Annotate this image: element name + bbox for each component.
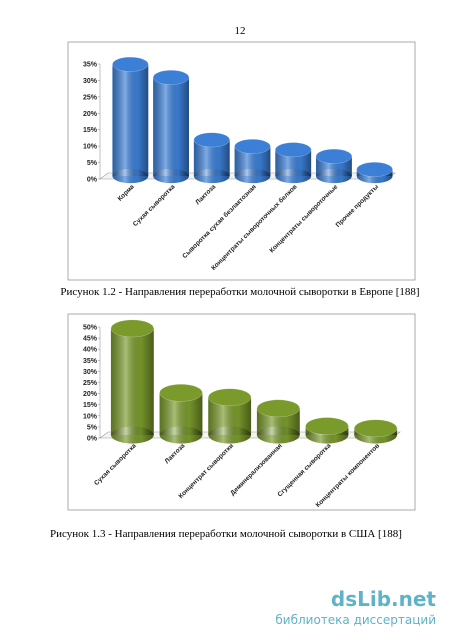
x-tick-label: Деминерализованная [229,442,284,497]
bar [356,162,393,184]
bar-top [208,388,252,407]
x-tick-label: Концентраты сывороточных белков [210,183,299,272]
bar [110,319,154,444]
x-tick-label: Сухая сыворотка [93,442,138,487]
x-tick-label: Прочие продукты [335,183,381,229]
bar-base-shade [275,168,312,184]
y-tick-label: 5% [87,424,98,431]
figure-caption: Рисунок 1.2 - Направления переработки мо… [60,286,419,298]
bar-base-shade [234,168,271,184]
bar-base-shade [316,168,352,184]
x-tick-label: Лактоза [164,442,187,465]
bar [275,142,312,184]
x-tick-label: Концентраты сывороточные [268,183,339,254]
bar-top [354,419,398,438]
y-tick-label: 25% [83,94,98,101]
bar-shade [112,64,149,176]
y-tick-label: 35% [83,62,98,69]
bar-top [159,384,203,402]
chart-frame [67,313,416,511]
bar-top [356,162,393,177]
y-tick-label: 0% [87,177,98,184]
x-tick-label: Сгущенная сыворотка [277,442,333,498]
y-tick-label: 0% [87,436,98,443]
bar [305,417,349,444]
x-tick-label: Лактоза [194,183,217,206]
bar-top [275,142,312,158]
y-tick-label: 15% [83,402,98,409]
bar [193,132,230,184]
bar-shade [153,77,189,176]
x-tick-label: Сыворотка сухая безлактозная [181,183,258,260]
y-tick-label: 50% [83,325,98,332]
bar-top [152,70,190,85]
y-tick-label: 45% [83,336,98,343]
y-tick-label: 30% [83,78,98,85]
y-tick-label: 20% [83,391,98,398]
watermark-site: dsLib.net [331,587,437,611]
bar [256,399,300,444]
bar-base-shade [256,426,300,444]
y-tick-label: 10% [83,413,98,420]
bar-top [315,148,353,164]
y-tick-label: 15% [83,127,98,134]
bar [208,388,252,444]
bar-base-shade [159,426,203,444]
x-tick-label: Концентрат сыворотки [178,442,236,500]
bar [234,139,271,184]
bar-base-shade [193,168,230,184]
y-tick-label: 5% [87,160,98,167]
y-tick-label: 40% [83,347,98,354]
bar [159,384,203,444]
y-tick-label: 25% [83,380,98,387]
y-tick-label: 30% [83,369,98,376]
bar-top [256,399,300,418]
watermark-subtitle: библиотека диссертаций [275,613,436,627]
page-number: 12 [235,25,246,37]
bar [315,148,353,184]
bar-base-shade [153,168,189,184]
bar-base-shade [208,426,252,444]
bar-top [110,319,154,338]
bar [152,70,190,184]
bar-top [193,132,230,148]
bar-shade [110,328,154,435]
bar-base-shade [110,426,154,444]
y-tick-label: 10% [83,144,98,151]
figure-caption: Рисунок 1.3 - Направления переработки мо… [50,528,402,540]
y-tick-label: 35% [83,358,98,365]
chart-frame [67,41,416,281]
y-tick-label: 20% [83,111,98,118]
bar [354,419,398,444]
bar [112,56,149,184]
x-tick-label: Сухая сыворотка [132,183,177,228]
bar-base-shade [112,168,149,184]
bar-top [305,417,349,435]
bar-top [112,56,149,72]
x-tick-label: Корма [117,183,136,202]
bar-top [234,139,271,154]
